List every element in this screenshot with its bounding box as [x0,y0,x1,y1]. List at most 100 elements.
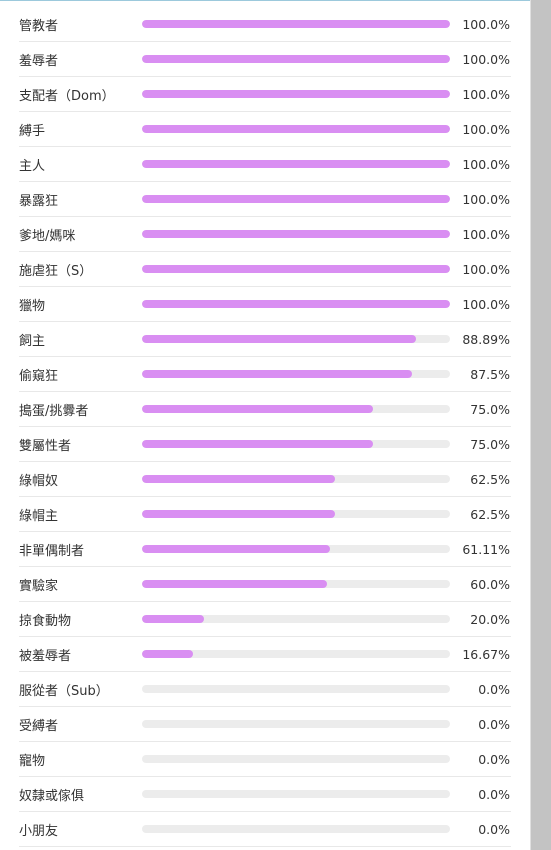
progress-bar [142,300,450,308]
result-row: 綠帽主 62.5% [19,497,511,532]
result-label: 爹地/媽咪 [19,228,76,244]
progress-bar [142,20,450,28]
result-label: 綠帽主 [19,508,59,524]
result-percentage: 100.0% [462,261,510,277]
progress-fill [142,615,204,623]
result-row: 雙屬性者 75.0% [19,427,511,462]
progress-fill [142,90,450,98]
result-row: 小朋友 0.0% [19,812,511,847]
result-label: 掠食動物 [19,613,72,629]
progress-bar [142,790,450,798]
result-percentage: 100.0% [462,86,510,102]
result-percentage: 0.0% [478,751,510,767]
result-label: 偷窺狂 [19,368,59,384]
progress-fill [142,160,450,168]
result-label: 非單偶制者 [19,543,85,559]
result-label: 支配者（Dom） [19,88,115,104]
progress-bar [142,160,450,168]
progress-bar [142,475,450,483]
result-label: 奴隸或傢俱 [19,788,85,804]
progress-fill [142,300,450,308]
result-row: 服從者（Sub） 0.0% [19,672,511,707]
result-row: 爹地/媽咪 100.0% [19,217,511,252]
progress-fill [142,650,194,658]
result-percentage: 62.5% [470,506,510,522]
result-percentage: 20.0% [470,611,510,627]
progress-bar [142,55,450,63]
result-row: 支配者（Dom） 100.0% [19,77,511,112]
result-percentage: 100.0% [462,121,510,137]
result-row: 非單偶制者 61.11% [19,532,511,567]
progress-bar [142,335,450,343]
progress-bar [142,825,450,833]
result-percentage: 61.11% [462,541,510,557]
result-label: 受縛者 [19,718,59,734]
result-row: 獵物 100.0% [19,287,511,322]
result-percentage: 87.5% [470,366,510,382]
progress-fill [142,580,327,588]
progress-bar [142,650,450,658]
progress-fill [142,510,335,518]
result-label: 被羞辱者 [19,648,72,664]
result-percentage: 100.0% [462,226,510,242]
result-label: 獵物 [19,298,46,314]
progress-bar [142,440,450,448]
progress-fill [142,125,450,133]
progress-fill [142,195,450,203]
result-percentage: 100.0% [462,156,510,172]
progress-bar [142,230,450,238]
progress-fill [142,370,412,378]
progress-bar [142,545,450,553]
progress-bar [142,510,450,518]
result-label: 綠帽奴 [19,473,59,489]
result-label: 雙屬性者 [19,438,72,454]
result-label: 寵物 [19,753,46,769]
progress-fill [142,475,335,483]
progress-fill [142,20,450,28]
result-label: 搗蛋/挑釁者 [19,403,89,419]
result-label: 暴露狂 [19,193,59,209]
top-border [0,0,531,1]
result-percentage: 100.0% [462,296,510,312]
result-percentage: 100.0% [462,16,510,32]
result-percentage: 0.0% [478,716,510,732]
progress-fill [142,440,373,448]
result-percentage: 62.5% [470,471,510,487]
result-label: 飼主 [19,333,46,349]
result-label: 縛手 [19,123,46,139]
result-label: 施虐狂（S） [19,263,93,279]
progress-bar [142,265,450,273]
result-label: 管教者 [19,18,59,34]
progress-bar [142,580,450,588]
result-list: 管教者 100.0% 羞辱者 100.0% 支配者（Dom） 100.0% 縛手 100.0%… [19,7,511,847]
result-row: 實驗家 60.0% [19,567,511,602]
progress-bar [142,195,450,203]
progress-fill [142,405,373,413]
progress-bar [142,720,450,728]
result-percentage: 100.0% [462,51,510,67]
progress-bar [142,685,450,693]
scrollbar-edge [530,0,531,850]
result-label: 小朋友 [19,823,59,839]
progress-fill [142,230,450,238]
scrollbar[interactable] [531,0,551,850]
result-percentage: 0.0% [478,786,510,802]
result-percentage: 16.67% [462,646,510,662]
result-percentage: 0.0% [478,681,510,697]
result-label: 服從者（Sub） [19,683,109,699]
result-percentage: 0.0% [478,821,510,837]
result-row: 縛手 100.0% [19,112,511,147]
progress-bar [142,755,450,763]
result-row: 主人 100.0% [19,147,511,182]
progress-fill [142,55,450,63]
result-row: 受縛者 0.0% [19,707,511,742]
result-row: 羞辱者 100.0% [19,42,511,77]
result-percentage: 100.0% [462,191,510,207]
result-row: 搗蛋/挑釁者 75.0% [19,392,511,427]
result-row: 飼主 88.89% [19,322,511,357]
progress-fill [142,335,416,343]
result-percentage: 75.0% [470,436,510,452]
result-row: 被羞辱者 16.67% [19,637,511,672]
result-label: 實驗家 [19,578,59,594]
progress-bar [142,90,450,98]
